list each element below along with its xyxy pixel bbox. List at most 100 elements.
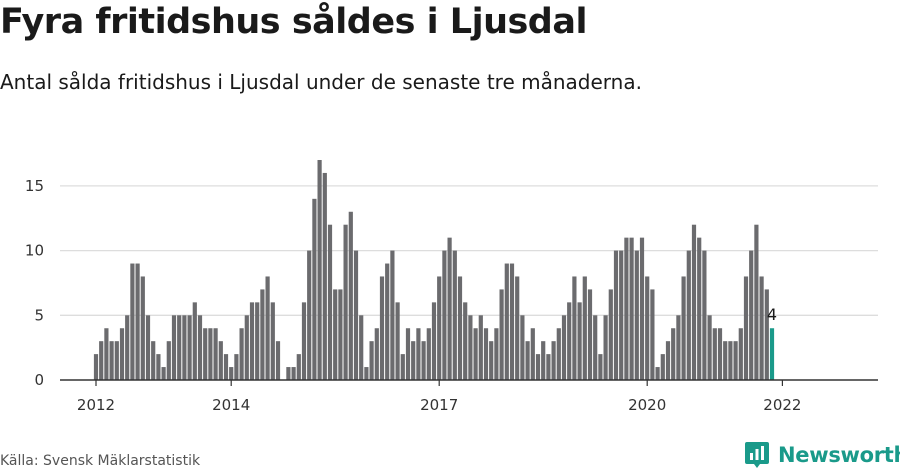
bar <box>213 328 218 380</box>
bar <box>203 328 208 380</box>
x-tick-label: 2020 <box>628 396 666 414</box>
bar <box>650 289 655 380</box>
bar <box>598 354 603 380</box>
brand-logo[interactable]: Newsworthy <box>744 440 900 470</box>
bar <box>619 250 624 380</box>
bar <box>109 341 114 380</box>
bar <box>671 328 676 380</box>
bar <box>338 289 343 380</box>
bar <box>156 354 161 380</box>
bar <box>478 315 483 380</box>
bar <box>593 315 598 380</box>
bar <box>561 315 567 380</box>
bar <box>244 315 249 380</box>
bar <box>645 276 650 380</box>
bar <box>567 302 572 380</box>
bar <box>182 315 187 380</box>
bar <box>296 354 301 380</box>
bar <box>738 328 743 380</box>
bar <box>556 328 561 380</box>
bar <box>327 224 333 380</box>
bar <box>613 250 619 380</box>
bar <box>395 302 400 380</box>
bar <box>322 172 327 380</box>
bar <box>728 341 733 380</box>
bar <box>697 237 702 380</box>
bar-chart: 0 5 10 15 4 2012 2014 2017 2020 2022 <box>25 160 878 414</box>
bar <box>390 250 395 380</box>
x-tick-label: 2017 <box>420 396 458 414</box>
bar <box>130 263 135 380</box>
bar <box>541 341 546 380</box>
bar <box>260 289 265 380</box>
bar <box>99 341 104 380</box>
bar <box>624 237 629 380</box>
bar <box>457 276 463 380</box>
bar <box>125 315 130 380</box>
bar <box>463 302 468 380</box>
bar <box>291 367 296 380</box>
bar <box>140 276 145 380</box>
bar <box>171 315 177 380</box>
bar <box>166 341 171 380</box>
bar <box>353 250 359 380</box>
bar <box>743 276 749 380</box>
bar <box>587 289 593 380</box>
bar <box>546 354 551 380</box>
chart-title: Fyra fritidshus såldes i Ljusdal <box>0 2 587 42</box>
bar <box>712 328 717 380</box>
bar <box>135 263 140 380</box>
bar <box>759 276 764 380</box>
bar <box>525 341 530 380</box>
bar <box>249 302 255 380</box>
bar <box>286 367 291 380</box>
bar <box>764 289 769 380</box>
bar <box>489 341 494 380</box>
bar <box>119 328 125 380</box>
bar <box>754 224 759 380</box>
bar <box>655 367 660 380</box>
bar <box>421 341 426 380</box>
bar <box>629 237 634 380</box>
bar <box>717 328 723 380</box>
bar <box>681 276 686 380</box>
bar <box>509 263 515 380</box>
bar <box>437 276 442 380</box>
axes: 0 5 10 15 4 2012 2014 2017 2020 2022 <box>25 177 878 414</box>
bar <box>343 224 348 380</box>
bar <box>582 276 587 380</box>
bar <box>307 250 312 380</box>
bar <box>639 237 645 380</box>
bar <box>145 315 151 380</box>
bar <box>702 250 707 380</box>
bar <box>494 328 499 380</box>
bar <box>239 328 244 380</box>
bar <box>665 341 671 380</box>
bar <box>733 341 738 380</box>
bar <box>515 276 520 380</box>
x-tick-label: 2022 <box>763 396 801 414</box>
bar <box>483 328 489 380</box>
bar <box>208 328 213 380</box>
bar <box>234 354 239 380</box>
bar <box>333 289 338 380</box>
bar <box>255 302 260 380</box>
y-tick-label: 0 <box>34 371 44 389</box>
bar <box>608 289 613 380</box>
bar <box>177 315 182 380</box>
bar <box>535 354 541 380</box>
bar <box>723 341 728 380</box>
bar <box>468 315 473 380</box>
bar <box>416 328 421 380</box>
bar <box>93 354 99 380</box>
bar <box>749 250 754 380</box>
y-tick-label: 15 <box>25 177 44 195</box>
bar <box>530 328 535 380</box>
bar <box>359 315 364 380</box>
bar <box>676 315 681 380</box>
bar <box>301 302 307 380</box>
chart-subtitle: Antal sålda fritidshus i Ljusdal under d… <box>0 70 642 94</box>
bar <box>431 302 437 380</box>
source-note: Källa: Svensk Mäklarstatistik <box>0 453 201 469</box>
bar <box>634 250 639 380</box>
